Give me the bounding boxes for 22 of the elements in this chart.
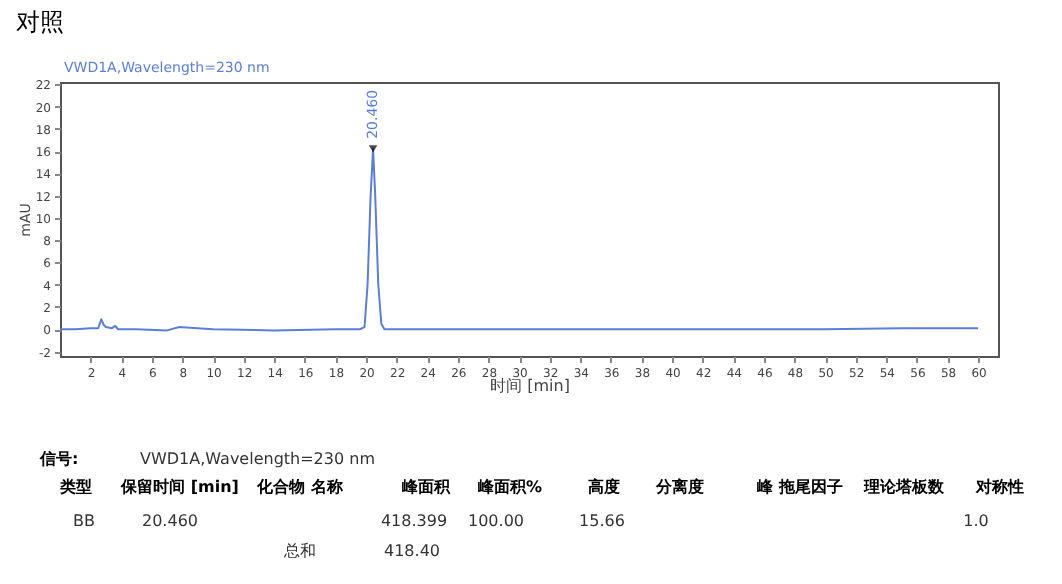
text: 分离度 [654,476,704,496]
text: 15.66 [579,512,625,530]
chart-title: 对照 [16,8,64,36]
text: 化合物 名称 [255,478,345,496]
text: 类型 [58,478,92,496]
text: 20.460 [142,512,198,530]
text: 峰面积 [402,478,452,496]
text: 信号: [38,450,79,468]
text: BB [73,512,95,530]
text: 418.399 [380,512,448,530]
text: 100.00 [468,512,524,530]
x-axis-title: 时间 [min] [490,377,570,395]
text: 理论塔板数 [862,478,946,496]
text: 418.40 [384,542,440,560]
text: VWD1A,Wavelength=230 nm [140,450,376,468]
text: 1.0 [963,512,989,530]
text: 峰 拖尾因子 [757,478,843,496]
text: 保留时间 [min] [119,478,239,496]
text: 峰面积% [477,478,543,496]
text: 对称性 [974,478,1024,496]
text: 高度 [588,476,620,496]
text: 总和 [282,542,316,560]
